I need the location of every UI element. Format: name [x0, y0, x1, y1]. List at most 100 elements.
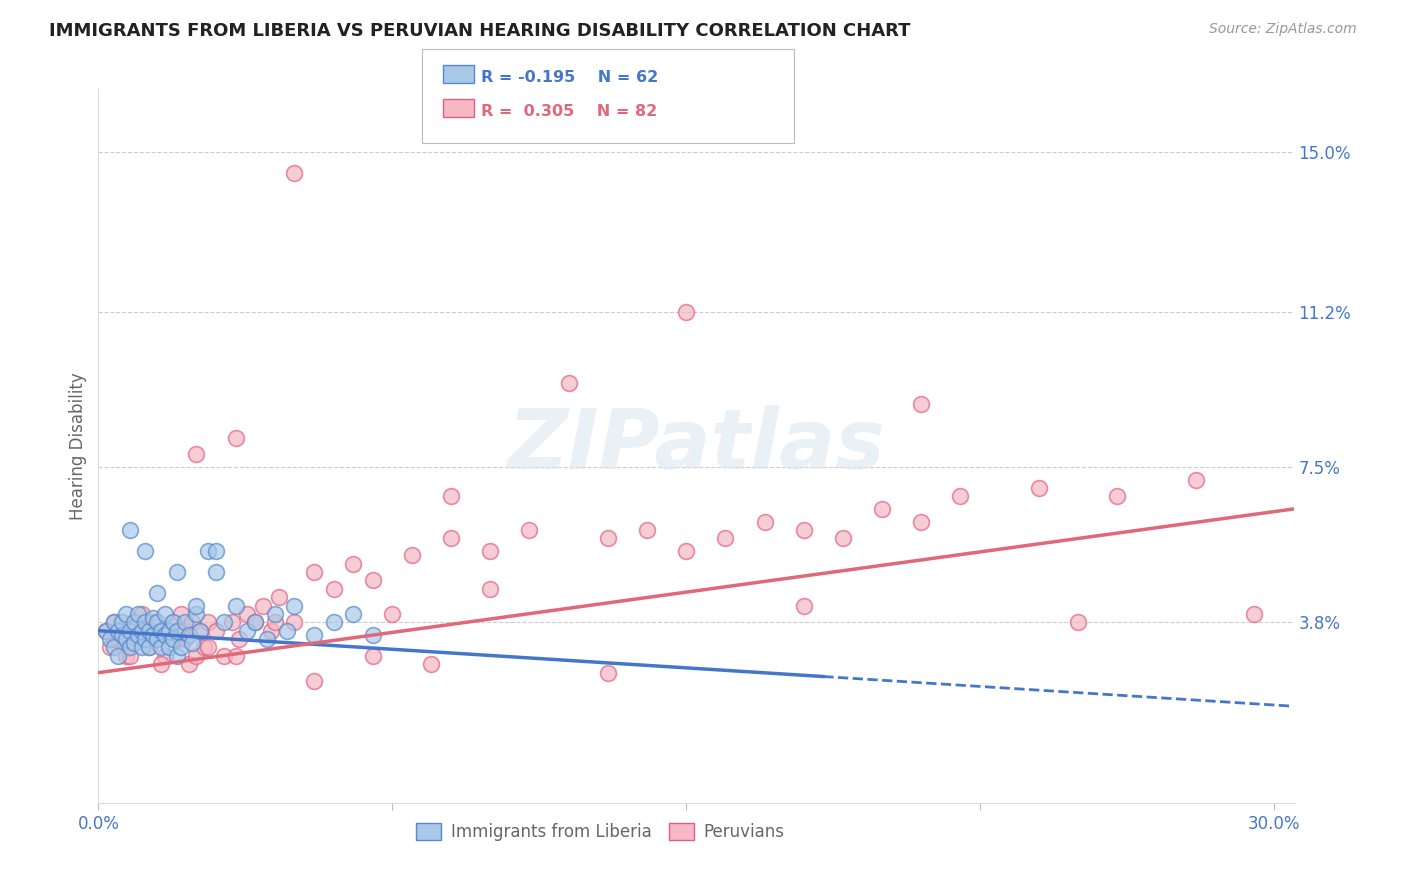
Point [98, 632, 121, 646]
Point [205, 544, 228, 558]
Point [146, 632, 169, 646]
Point [302, 628, 325, 642]
Point [138, 624, 160, 638]
Point [115, 648, 138, 663]
Point [186, 447, 208, 461]
Point [263, 607, 285, 621]
Point [157, 628, 180, 642]
Point [283, 599, 305, 613]
Point [170, 607, 193, 621]
Point [197, 544, 219, 558]
Point [162, 632, 184, 646]
Point [910, 397, 932, 411]
Point [243, 615, 266, 630]
Point [440, 489, 463, 503]
Point [754, 515, 776, 529]
Point [267, 590, 290, 604]
Point [283, 166, 305, 180]
Point [557, 376, 579, 390]
Point [401, 548, 423, 562]
Point [107, 632, 129, 646]
Point [596, 665, 619, 680]
Point [146, 615, 169, 630]
Point [107, 648, 129, 663]
Point [138, 640, 160, 655]
Point [596, 532, 619, 546]
Point [479, 544, 502, 558]
Point [910, 515, 932, 529]
Point [150, 657, 173, 672]
Point [675, 544, 697, 558]
Text: R =  0.305    N = 82: R = 0.305 N = 82 [481, 104, 657, 120]
Point [103, 615, 125, 630]
Point [153, 607, 176, 621]
Point [342, 607, 364, 621]
Point [225, 431, 247, 445]
Point [197, 640, 219, 655]
Point [181, 636, 204, 650]
Point [127, 632, 149, 646]
Point [96, 624, 118, 638]
Point [714, 532, 737, 546]
Point [236, 624, 259, 638]
Y-axis label: Hearing Disability: Hearing Disability [69, 372, 87, 520]
Point [381, 607, 404, 621]
Point [322, 582, 344, 596]
Point [256, 632, 278, 646]
Text: R = -0.195    N = 62: R = -0.195 N = 62 [481, 70, 658, 86]
Point [440, 532, 463, 546]
Point [131, 640, 153, 655]
Point [252, 599, 274, 613]
Point [142, 628, 165, 642]
Legend: Immigrants from Liberia, Peruvians: Immigrants from Liberia, Peruvians [409, 816, 792, 848]
Point [157, 624, 180, 638]
Point [186, 599, 208, 613]
Point [193, 640, 215, 655]
Point [276, 624, 298, 638]
Point [127, 628, 149, 642]
Point [793, 599, 815, 613]
Point [197, 615, 219, 630]
Point [225, 599, 247, 613]
Point [283, 615, 305, 630]
Point [118, 523, 141, 537]
Point [96, 624, 118, 638]
Point [302, 565, 325, 579]
Point [162, 615, 184, 630]
Point [153, 648, 176, 663]
Point [205, 624, 228, 638]
Point [103, 632, 125, 646]
Point [134, 632, 156, 646]
Point [263, 615, 285, 630]
Point [228, 632, 250, 646]
Point [134, 544, 156, 558]
Point [225, 648, 247, 663]
Point [177, 657, 200, 672]
Point [153, 628, 176, 642]
Point [118, 640, 141, 655]
Point [1067, 615, 1090, 630]
Point [150, 624, 173, 638]
Point [181, 615, 204, 630]
Point [146, 586, 169, 600]
Text: Source: ZipAtlas.com: Source: ZipAtlas.com [1209, 22, 1357, 37]
Point [205, 565, 228, 579]
Point [675, 304, 697, 318]
Point [98, 640, 121, 655]
Point [166, 624, 188, 638]
Point [361, 628, 384, 642]
Point [1028, 481, 1050, 495]
Point [1243, 607, 1265, 621]
Point [166, 632, 188, 646]
Point [118, 628, 141, 642]
Point [138, 640, 160, 655]
Point [186, 648, 208, 663]
Point [420, 657, 443, 672]
Point [111, 628, 134, 642]
Point [127, 607, 149, 621]
Point [1184, 473, 1206, 487]
Point [236, 607, 259, 621]
Point [111, 624, 134, 638]
Point [162, 615, 184, 630]
Point [118, 624, 141, 638]
